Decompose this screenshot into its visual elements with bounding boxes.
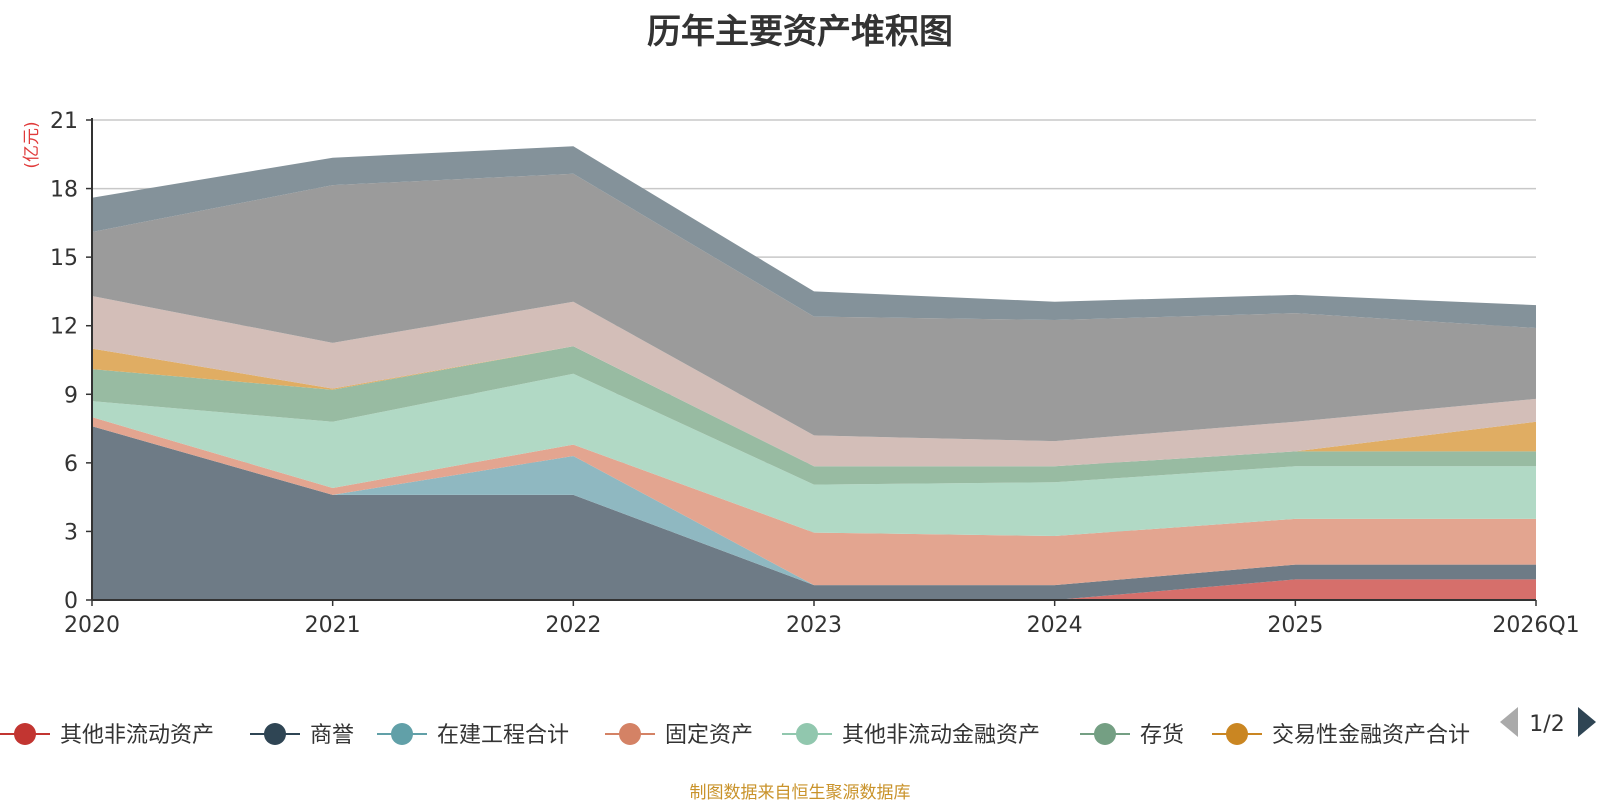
legend-label: 在建工程合计 xyxy=(437,723,569,748)
legend-page-indicator: 1/2 xyxy=(1529,712,1564,737)
y-axis-unit-label: (亿元) xyxy=(22,121,42,168)
x-tick-label: 2023 xyxy=(786,613,842,638)
area-series-0 xyxy=(92,579,1536,600)
legend-label: 商誉 xyxy=(310,723,354,748)
legend-item[interactable]: 存货 xyxy=(1080,723,1184,748)
chart-title: 历年主要资产堆积图 xyxy=(647,12,953,52)
legend-item[interactable]: 商誉 xyxy=(250,723,354,748)
area-series-5 xyxy=(92,346,1536,485)
y-tick-label: 3 xyxy=(64,520,78,545)
x-tick-label: 2026Q1 xyxy=(1492,613,1579,638)
legend-item[interactable]: 在建工程合计 xyxy=(377,723,569,748)
area-series-3 xyxy=(92,417,1536,586)
legend: 其他非流动资产 商誉 在建工程合计 固定资产 其他非流动金融资产 存货 交易性金融资产合计 xyxy=(0,723,1470,748)
x-tick-label: 2024 xyxy=(1027,613,1083,638)
legend-item[interactable]: 其他非流动资产 xyxy=(0,723,214,748)
legend-label: 固定资产 xyxy=(665,723,753,748)
legend-marker-icon xyxy=(14,723,36,745)
y-tick-label: 15 xyxy=(50,246,78,271)
axis-layer: 0 3 6 9 12 15 18 21 2020 2021 2022 2023 2024 2025 2026… xyxy=(50,109,1580,638)
area-layer xyxy=(92,146,1536,600)
legend-marker-icon xyxy=(391,723,413,745)
x-tick-label: 2025 xyxy=(1267,613,1323,638)
x-tick-label: 2022 xyxy=(545,613,601,638)
legend-item[interactable]: 固定资产 xyxy=(605,723,753,748)
y-tick-label: 0 xyxy=(64,589,78,614)
legend-marker-icon xyxy=(619,723,641,745)
area-series-8 xyxy=(92,173,1536,442)
legend-label: 交易性金融资产合计 xyxy=(1272,723,1470,748)
y-tick-label: 9 xyxy=(64,383,78,408)
legend-label: 存货 xyxy=(1140,723,1184,748)
legend-item[interactable]: 其他非流动金融资产 xyxy=(782,723,1040,748)
legend-pager: 1/2 xyxy=(1500,707,1596,737)
legend-item[interactable]: 交易性金融资产合计 xyxy=(1212,723,1470,748)
legend-marker-icon xyxy=(796,723,818,745)
y-tick-label: 6 xyxy=(64,452,78,477)
area-series-7 xyxy=(92,296,1536,467)
area-series-9 xyxy=(92,146,1536,328)
x-tick-label: 2021 xyxy=(305,613,361,638)
y-tick-label: 21 xyxy=(50,109,78,134)
legend-label: 其他非流动资产 xyxy=(60,723,214,748)
source-note: 制图数据来自恒生聚源数据库 xyxy=(689,783,911,803)
legend-next-arrow-icon[interactable] xyxy=(1578,707,1596,737)
y-tick-label: 12 xyxy=(50,315,78,340)
legend-marker-icon xyxy=(264,723,286,745)
legend-marker-icon xyxy=(1094,723,1116,745)
legend-prev-arrow-icon[interactable] xyxy=(1500,707,1518,737)
y-tick-label: 18 xyxy=(50,178,78,203)
x-tick-label: 2020 xyxy=(64,613,120,638)
legend-marker-icon xyxy=(1226,723,1248,745)
area-series-4 xyxy=(92,373,1536,536)
area-series-1 xyxy=(92,426,1536,600)
legend-label: 其他非流动金融资产 xyxy=(842,723,1040,748)
